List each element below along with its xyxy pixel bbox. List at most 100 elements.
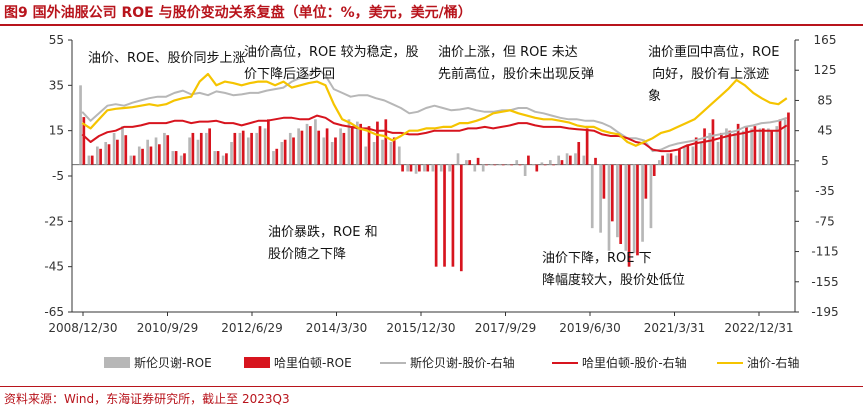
legend-swatch-bar [104,357,130,368]
annotation-line: 先前高位，股价未出现反弹 [438,66,594,82]
hal-roe-bar [652,164,656,176]
slb-roe-bar [750,128,753,165]
slb-roe-bar [280,142,284,165]
slb-roe-bar [490,164,493,166]
hal-roe-bar [694,137,698,165]
slb-roe-bar [171,151,175,165]
x-tick-label: 2008/12/30 [48,321,117,335]
hal-roe-bar [686,144,690,165]
slb-roe-bar [699,142,703,165]
legend-label: 哈里伯顿-股价-右轴 [582,355,687,370]
slb-roe-bar [322,137,326,165]
slb-roe-bar [356,121,359,165]
hal-roe-bar [678,148,681,165]
slb-roe-bar [339,128,342,165]
y-right-tick-label: -155 [811,275,838,289]
slb-roe-bar [414,164,418,174]
slb-roe-bar [439,164,443,172]
hal-roe-bar [434,164,438,267]
annotation-line: 油价、ROE、股价同步上涨 [88,51,245,66]
hal-roe-bar [527,155,530,165]
hal-roe-bar [610,164,614,222]
hal-roe-bar [745,126,748,165]
slb-roe-bar [775,126,779,165]
hal-roe-bar [401,164,404,172]
slb-roe-bar [725,128,728,165]
slb-roe-bar [305,123,309,165]
hal-roe-bar [720,132,723,165]
slb-roe-bar [364,146,368,165]
hal-roe-bar [267,119,270,165]
hal-roe-bar [493,164,497,166]
slb-roe-bar [498,164,502,166]
legend-label: 斯伦贝谢-股价-右轴 [410,355,515,370]
hal-roe-bar [426,164,430,172]
hal-roe-bar [384,119,388,165]
hal-roe-bar [510,164,513,166]
hal-roe-bar [191,132,195,165]
hal-roe-bar [736,123,740,165]
slb-roe-bar [179,155,183,165]
annotation-text: 油价下降，ROE 下降幅度较大，股价处低位 [542,251,685,288]
legend-label: 哈里伯顿-ROE [274,355,352,370]
hal-roe-bar [778,119,782,165]
slb-roe-bar [221,155,225,165]
slb-roe-bar [767,128,770,165]
hal-roe-bar [325,128,329,165]
hal-roe-bar [669,153,673,165]
source-note: 资料来源：Wind，东海证券研究所，截止至 2023Q3 [4,392,290,406]
slb-roe-bar [196,139,200,165]
slb-roe-bar [423,164,426,172]
slb-roe-bar [616,164,619,238]
hal-roe-bar [636,164,639,256]
hal-roe-bar [107,144,111,165]
hal-roe-bar [661,155,664,165]
hal-roe-bar [602,164,606,199]
slb-roe-bar [624,164,628,251]
slb-roe-bar [548,160,552,165]
slb-roe-bar [574,153,577,165]
slb-roe-bar [599,164,602,233]
y-right-tick-label: -35 [815,184,835,198]
slb-roe-bar [129,155,133,165]
hal-roe-bar [183,153,186,165]
slb-roe-bar [674,155,678,165]
bars-layer [79,85,790,272]
hal-roe-bar [334,137,337,165]
slb-roe-bar [381,139,384,165]
slb-roe-bar [121,126,124,165]
hal-roe-bar [409,164,413,172]
slb-roe-bar [590,164,594,229]
slb-roe-bar [230,142,233,165]
slb-roe-bar [188,137,191,165]
hal-roe-bar [149,146,153,165]
hal-roe-bar [342,132,346,165]
legend-label: 斯伦贝谢-ROE [134,355,212,370]
slb-roe-bar [104,142,108,165]
annotation-text: 油价上涨，但 ROE 未达先前高位，股价未出现反弹 [438,45,594,82]
hal-roe-bar [761,128,765,165]
slb-roe-bar [397,146,401,165]
slb-roe-bar [95,146,99,165]
slb-roe-bar [330,142,334,165]
slb-roe-bar [582,155,586,165]
hal-roe-bar [543,164,547,166]
hal-roe-bar [703,128,706,165]
slb-roe-bar [523,164,527,176]
y-left-tick-label: -65 [44,305,64,319]
slb-roe-bar [238,132,242,165]
slb-roe-bar [481,164,485,172]
hal-roe-bar [317,130,321,165]
hal-roe-bar [787,112,790,165]
hal-roe-bar [594,157,597,165]
hal-roe-bar [132,155,136,165]
hal-roe-bar [451,164,455,267]
hal-roe-bar [569,155,572,165]
hal-roe-bar [283,139,287,165]
x-tick-label: 2015/12/30 [386,321,455,335]
y-right-tick-label: -195 [811,305,838,319]
slb-roe-bar [297,128,300,165]
slb-roe-bar [263,128,267,165]
slb-roe-bar [79,85,82,165]
slb-roe-bar [708,132,712,165]
